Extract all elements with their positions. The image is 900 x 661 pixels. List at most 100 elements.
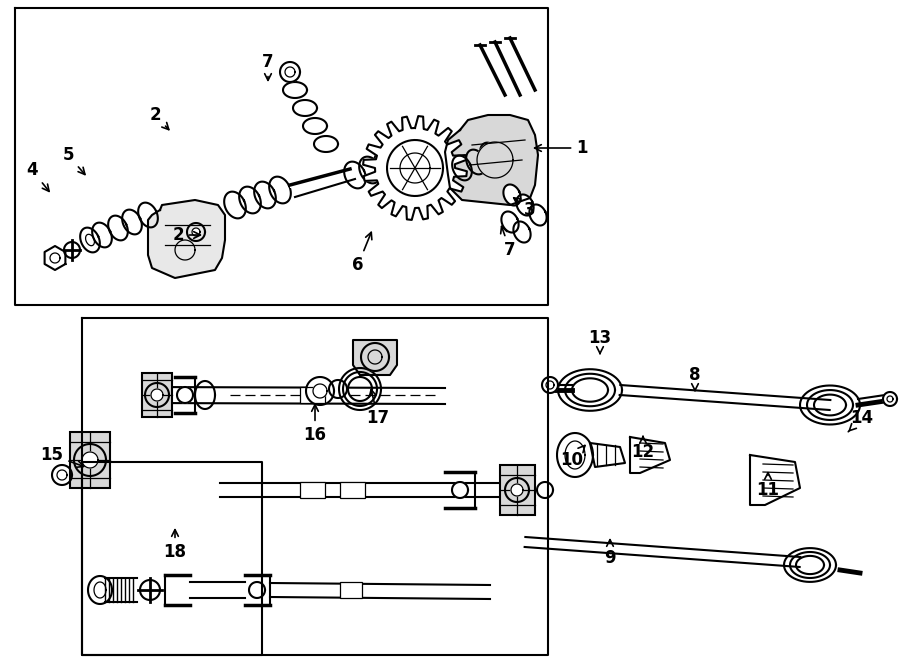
- Text: 4: 4: [26, 161, 50, 192]
- Polygon shape: [348, 377, 372, 401]
- Polygon shape: [94, 582, 106, 598]
- Bar: [300, 387, 325, 403]
- Text: 10: 10: [561, 446, 585, 469]
- Polygon shape: [145, 383, 169, 407]
- Polygon shape: [239, 186, 261, 214]
- Polygon shape: [249, 582, 265, 598]
- Polygon shape: [537, 482, 553, 498]
- Polygon shape: [790, 552, 830, 578]
- Polygon shape: [546, 381, 554, 389]
- Polygon shape: [92, 223, 112, 247]
- Polygon shape: [511, 484, 523, 496]
- Polygon shape: [445, 115, 538, 205]
- Polygon shape: [814, 395, 846, 415]
- Polygon shape: [529, 204, 546, 225]
- Polygon shape: [108, 215, 128, 241]
- Polygon shape: [177, 387, 193, 403]
- Polygon shape: [313, 384, 327, 398]
- Text: 1: 1: [535, 139, 588, 157]
- Text: 3: 3: [514, 198, 536, 219]
- Polygon shape: [52, 465, 72, 485]
- Polygon shape: [80, 227, 100, 253]
- Polygon shape: [290, 167, 355, 187]
- Polygon shape: [784, 548, 836, 582]
- Polygon shape: [452, 155, 472, 180]
- Polygon shape: [122, 210, 142, 235]
- Polygon shape: [329, 380, 347, 398]
- Polygon shape: [254, 182, 275, 208]
- Polygon shape: [195, 381, 215, 409]
- Polygon shape: [565, 441, 585, 469]
- Bar: [500, 465, 535, 515]
- Polygon shape: [293, 100, 317, 116]
- Polygon shape: [630, 437, 670, 473]
- Polygon shape: [361, 343, 389, 371]
- Polygon shape: [343, 372, 377, 406]
- Polygon shape: [175, 240, 195, 260]
- Polygon shape: [572, 378, 608, 402]
- Polygon shape: [140, 580, 160, 600]
- Polygon shape: [359, 157, 381, 183]
- Bar: [70, 432, 110, 488]
- Polygon shape: [883, 392, 897, 406]
- Polygon shape: [269, 176, 291, 204]
- Polygon shape: [505, 478, 529, 502]
- Polygon shape: [224, 192, 246, 218]
- Polygon shape: [148, 200, 225, 278]
- Polygon shape: [187, 223, 205, 241]
- Polygon shape: [303, 118, 327, 134]
- Polygon shape: [513, 221, 531, 243]
- Polygon shape: [557, 433, 593, 477]
- Polygon shape: [151, 389, 163, 401]
- Polygon shape: [339, 368, 381, 410]
- Text: 11: 11: [757, 473, 779, 499]
- Polygon shape: [74, 444, 106, 476]
- Text: 6: 6: [352, 232, 372, 274]
- Bar: [340, 482, 365, 498]
- Polygon shape: [452, 482, 468, 498]
- Polygon shape: [64, 242, 80, 258]
- Text: 2: 2: [172, 226, 201, 244]
- Text: 9: 9: [604, 539, 616, 567]
- Polygon shape: [590, 443, 625, 467]
- Polygon shape: [57, 470, 67, 480]
- Polygon shape: [481, 143, 500, 167]
- Polygon shape: [477, 142, 513, 178]
- Polygon shape: [565, 373, 615, 407]
- Polygon shape: [353, 340, 397, 375]
- Polygon shape: [387, 140, 443, 196]
- Text: 12: 12: [632, 436, 654, 461]
- Text: 17: 17: [366, 389, 390, 427]
- Polygon shape: [280, 62, 300, 82]
- Polygon shape: [306, 377, 334, 405]
- Polygon shape: [503, 184, 520, 206]
- Polygon shape: [796, 556, 824, 574]
- Polygon shape: [363, 116, 467, 220]
- Polygon shape: [283, 82, 307, 98]
- Polygon shape: [82, 452, 98, 468]
- Polygon shape: [88, 576, 112, 604]
- Polygon shape: [344, 162, 365, 188]
- Text: 7: 7: [262, 53, 274, 81]
- Bar: [340, 582, 362, 598]
- Text: 18: 18: [164, 529, 186, 561]
- Polygon shape: [501, 212, 518, 233]
- Polygon shape: [887, 396, 893, 402]
- Bar: [300, 482, 325, 498]
- Text: 14: 14: [848, 409, 874, 432]
- Text: 16: 16: [303, 405, 327, 444]
- Text: 5: 5: [62, 146, 85, 175]
- Text: 15: 15: [40, 446, 84, 467]
- Text: 7: 7: [500, 226, 516, 259]
- Polygon shape: [368, 350, 382, 364]
- Polygon shape: [517, 194, 534, 215]
- Polygon shape: [192, 228, 200, 236]
- Polygon shape: [807, 390, 853, 420]
- Text: 2: 2: [149, 106, 169, 130]
- Bar: [142, 373, 172, 417]
- Polygon shape: [542, 377, 558, 393]
- Polygon shape: [800, 385, 860, 424]
- Polygon shape: [45, 246, 66, 270]
- Polygon shape: [750, 455, 800, 505]
- Polygon shape: [374, 151, 396, 178]
